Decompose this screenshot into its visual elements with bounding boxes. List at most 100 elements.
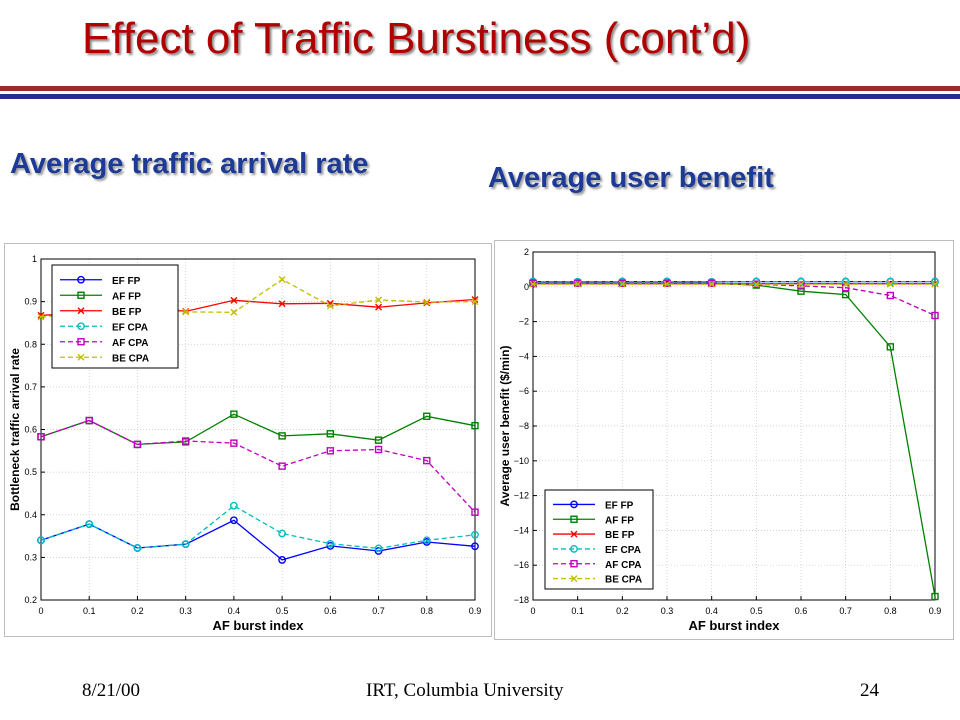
data-point [326,302,334,310]
data-point [374,445,383,454]
data-point [618,280,626,288]
data-point [471,508,479,516]
data-point [374,544,383,553]
x-tick-label: 0.2 [131,606,144,616]
legend-label: EF CPA [112,322,148,333]
data-point [278,432,286,440]
y-tick-label: 0.8 [24,339,37,349]
data-point [886,343,895,351]
series-line [533,282,936,317]
legend-box [51,264,179,369]
legend-label: AF CPA [112,338,148,349]
legend-label: AF CPA [605,560,641,571]
x-tick-label: 0.8 [421,606,434,616]
data-point [181,437,190,445]
x-tick-label: 0.6 [324,606,337,616]
user-benefit-chart: 0 0.1 0.2 0.3 0.4 0.5 0.6 0.7 0.8 0.9 −18 −16 −14 −12… [498,247,942,633]
data-point [133,440,142,449]
y-tick-label: 0.3 [24,552,37,562]
data-point [229,516,238,525]
data-point [326,447,335,455]
data-point [85,520,94,529]
data-point [182,308,190,316]
data-point [931,592,939,601]
data-point [230,439,238,447]
data-point [278,300,286,308]
data-point [471,421,479,430]
legend-label: AF FP [605,515,634,526]
y-axis-label: Bottleneck traffic arrival rate [8,348,22,511]
legend-swatch-marker [570,575,578,583]
data-point [278,462,286,470]
legend-swatch-marker [570,560,578,568]
series-line [40,505,476,550]
data-point [618,279,627,288]
x-tick-label: 0.6 [795,606,808,616]
data-point [326,539,335,548]
x-tick-label: 0.3 [661,606,674,616]
data-point [707,279,716,288]
arrival-rate-chart: 0 0.1 0.2 0.3 0.4 0.5 0.6 0.7 0.8 0.9 0.2 0.3 0.4 0.5… [8,254,482,633]
x-tick-label: 0.9 [469,606,482,616]
x-tick-label: 0.1 [571,606,584,616]
y-tick-label: −18 [514,595,529,605]
y-tick-label: 0.4 [24,510,37,520]
data-point [797,280,805,288]
y-tick-label: −10 [514,456,529,466]
data-point [423,456,431,465]
data-point [471,298,479,306]
data-point [133,544,142,552]
legend-swatch-marker [570,545,578,553]
y-tick-label: 0.2 [24,595,37,605]
legend-swatch-marker [570,500,578,509]
data-point [229,501,238,510]
data-point [326,430,335,438]
data-point [471,530,479,539]
data-point [886,291,895,300]
data-point [230,308,238,316]
data-point [230,296,238,304]
y-tick-label: 1 [32,254,37,264]
legend-label: AF FP [112,291,141,302]
data-point [752,280,760,288]
data-point [374,436,383,444]
data-point [230,410,238,418]
x-tick-label: 0.2 [616,606,629,616]
data-point [708,280,716,288]
data-point [278,529,287,538]
y-tick-label: 0.6 [24,425,37,435]
series-line [40,519,476,561]
y-tick-label: 0.7 [24,382,37,392]
y-tick-label: −16 [514,560,529,570]
data-point [422,536,431,545]
data-point [85,416,93,425]
data-point [841,290,850,299]
title-divider-top [0,86,960,91]
legend-label: BE FP [605,530,635,541]
legend-swatch-marker [77,338,85,346]
x-axis-label: AF burst index [212,618,304,633]
y-tick-label: −4 [519,351,529,361]
legend-label: BE FP [112,307,142,318]
series-line [40,419,476,513]
y-tick-label: −8 [519,421,529,431]
legend-box [544,489,654,590]
y-tick-label: 0.9 [24,297,37,307]
x-tick-label: 0.9 [929,606,942,616]
data-point [931,280,939,288]
data-point [663,279,671,288]
legend-swatch-marker [570,530,578,538]
left-chart-heading: Average traffic arrival rate [10,148,369,180]
data-point [37,536,45,545]
x-tick-label: 0.4 [228,606,241,616]
title-divider-bottom [0,94,960,99]
y-tick-label: −6 [519,386,529,396]
data-point [423,298,431,306]
y-tick-label: 2 [524,247,529,257]
x-tick-label: 0.7 [839,606,852,616]
x-tick-label: 0.8 [884,606,897,616]
data-point [886,280,894,288]
y-tick-label: −12 [514,491,529,501]
data-point [471,542,479,551]
right-chart-heading: Average user benefit [488,162,774,194]
